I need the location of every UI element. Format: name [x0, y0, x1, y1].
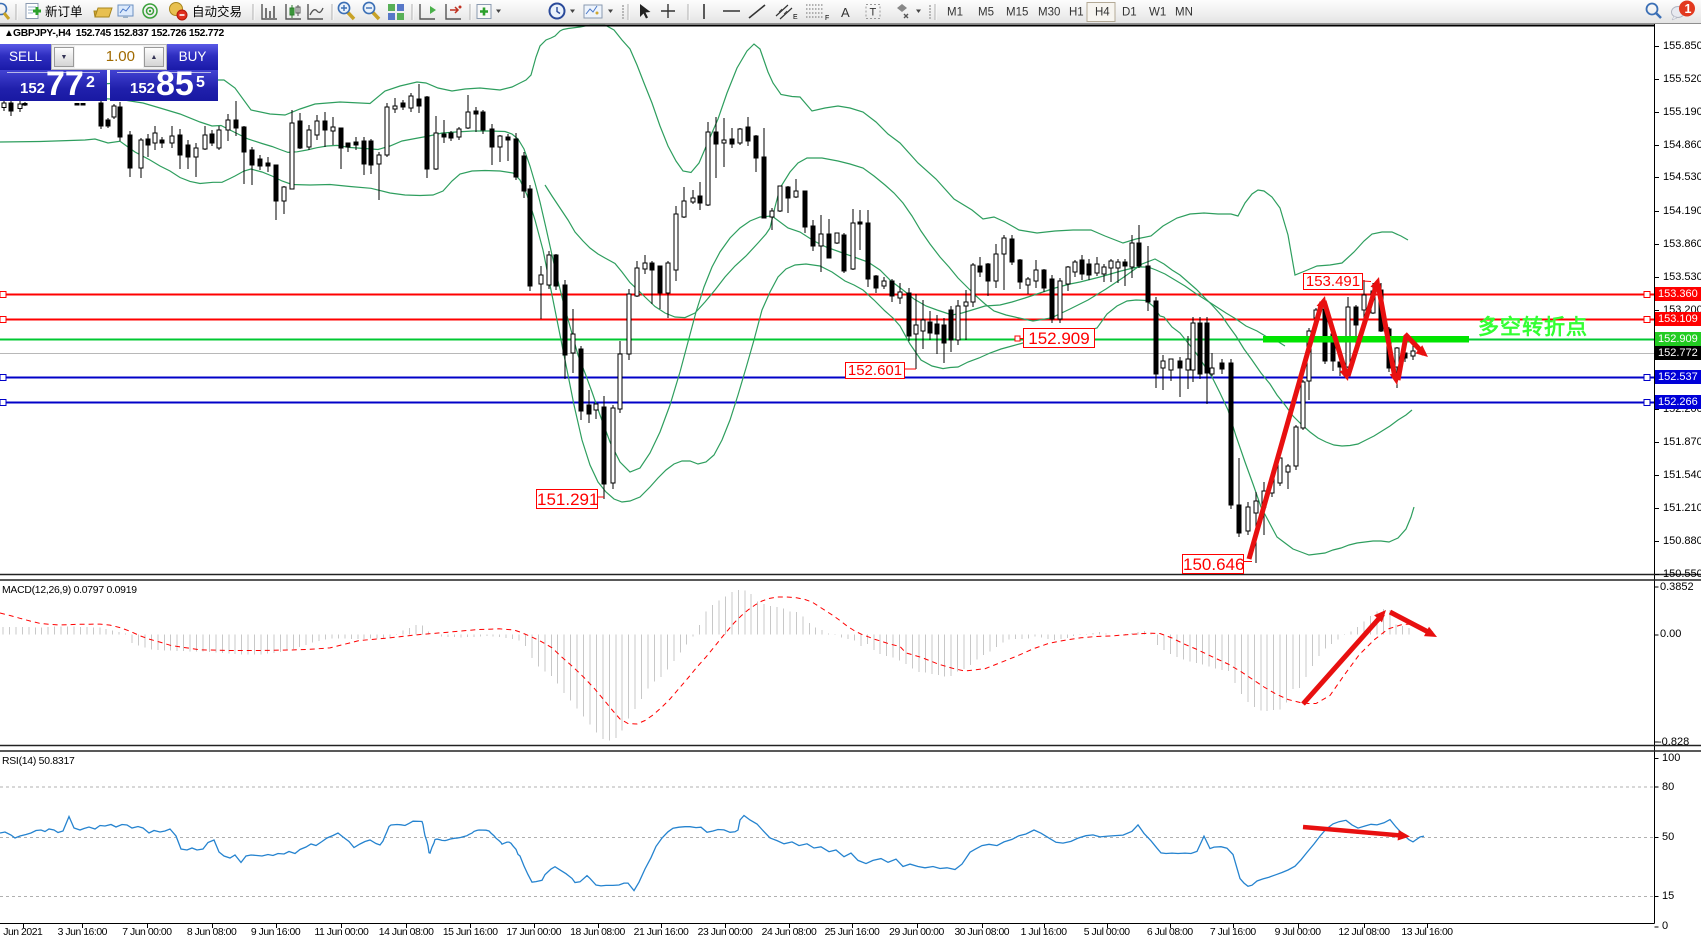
- svg-text:E: E: [793, 14, 798, 21]
- svg-text:D1: D1: [1122, 7, 1137, 19]
- svg-text:M15: M15: [1006, 7, 1028, 19]
- svg-text:M1: M1: [947, 7, 963, 19]
- svg-text:H4: H4: [1095, 7, 1110, 19]
- svg-text:T: T: [870, 7, 877, 19]
- svg-text:MN: MN: [1175, 7, 1193, 19]
- svg-text:M30: M30: [1038, 7, 1060, 19]
- svg-text:自动交易: 自动交易: [192, 4, 242, 19]
- svg-text:M5: M5: [978, 7, 994, 19]
- svg-text:W1: W1: [1149, 7, 1166, 19]
- svg-text:新订单: 新订单: [45, 4, 83, 19]
- svg-text:1: 1: [1685, 2, 1692, 16]
- svg-text:H1: H1: [1069, 7, 1084, 19]
- svg-text:A: A: [841, 5, 850, 20]
- svg-text:F: F: [825, 15, 829, 22]
